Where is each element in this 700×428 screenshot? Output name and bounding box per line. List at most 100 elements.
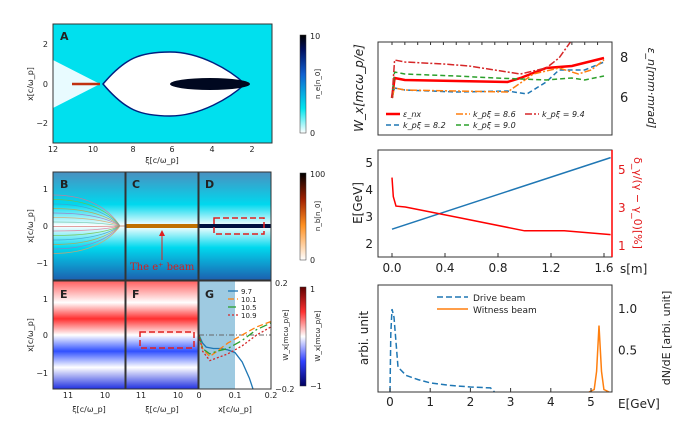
y-tick-right: 0.5: [618, 344, 637, 358]
legend-label: 10.5: [241, 304, 257, 312]
panel-b-label: B: [60, 178, 68, 191]
x-tick: 0: [196, 391, 201, 400]
spectrum-lines: [389, 308, 610, 393]
legend-label: Drive beam: [473, 294, 525, 304]
colorbar-b: [299, 172, 307, 261]
y-tick: −0.2: [275, 385, 294, 394]
y-tick: 0: [43, 331, 48, 340]
spectrum-legend: Drive beam Witness beam: [437, 294, 537, 316]
panel-f-heatmap: [126, 281, 198, 389]
x-tick: 0.0: [382, 261, 401, 275]
emittance-legend: ε_nx k_pξ = 8.2 k_pξ = 8.6 k_pξ = 9.0 k_pξ =…: [386, 42, 599, 130]
annotation-text: The e⁺ beam: [130, 262, 195, 273]
x-tick: 4: [209, 145, 214, 154]
legend-label: 10.9: [241, 312, 257, 320]
series-line-k-p-9-0: [391, 71, 605, 99]
x-tick: 1: [426, 395, 434, 409]
panel-f-frame: [125, 280, 199, 390]
colorbar-tick: 100: [310, 170, 325, 179]
energy-lines: [391, 156, 611, 236]
trajectory-line: [52, 225, 198, 254]
y-tick-right: 5: [618, 163, 626, 177]
series-line--nx: [390, 56, 605, 99]
panel-b-frame: [52, 171, 126, 281]
y-tick: 0: [43, 80, 48, 89]
panel-g-legend: 9.710.110.510.9: [228, 288, 257, 320]
x-tick: 10: [100, 391, 110, 400]
colorbar-a: [299, 34, 307, 134]
x-tick: 0.8: [488, 261, 507, 275]
panel-emittance: ε_nx k_pξ = 8.2 k_pξ = 8.6 k_pξ = 9.0 k_pξ =…: [352, 41, 658, 136]
legend-label: 10.1: [241, 296, 257, 304]
x-tick: 4: [547, 395, 555, 409]
panel-a: A 12 10 8 6 4 2 ξ[c/ω_p] 2 0 −2 x[c/ω_p]…: [26, 23, 322, 165]
x-tick: 0.2: [265, 391, 278, 400]
panel-g-label: G: [205, 288, 214, 301]
panel-d-highlight-box: [213, 217, 265, 235]
panel-c-frame: [125, 171, 199, 281]
colorbar-tick: 0: [310, 256, 315, 265]
y-tick: −2: [36, 119, 48, 128]
series-line-Witness-beam: [588, 325, 610, 393]
y-tick-left: 2: [365, 237, 373, 251]
panel-a-label: A: [60, 30, 69, 43]
y-axis-label-right: W_x[mcω_p/e]: [282, 309, 290, 360]
y-axis-label: x[c/ω_p]: [26, 318, 35, 352]
annotation-arrowhead: [159, 230, 165, 236]
legend-label: k_pξ = 8.6: [473, 110, 516, 119]
colorbar-tick: 1: [310, 285, 315, 294]
y-tick: −1: [36, 369, 48, 378]
legend-label: 9.7: [241, 288, 252, 296]
series-line--: [391, 177, 611, 236]
colorbar-label: n_e[n_0]: [314, 69, 322, 99]
y-axis-label-right: ε_n[mm·mrad]: [645, 48, 658, 129]
y-axis-label: x[c/ω_p]: [26, 67, 35, 101]
panel-e-heatmap: [53, 281, 125, 389]
x-tick: 6: [169, 145, 174, 154]
colorbar-label: W_x[mcω_p/e]: [314, 310, 322, 361]
series-line-Drive-beam: [389, 308, 496, 393]
colorbar-tick: −1: [310, 382, 322, 391]
x-tick: 2: [467, 395, 475, 409]
x-tick: 8: [130, 145, 135, 154]
panels-efg: 9.710.110.510.9 E F G 1 0 −1 x[c/ω_p] 11…: [26, 279, 322, 414]
y-axis-label-right: dN/dE [arbi. unit]: [660, 291, 673, 386]
y-tick: 0.2: [275, 279, 288, 288]
x-tick: 1.6: [594, 261, 613, 275]
y-axis-label-left: arbi. unit: [357, 311, 371, 365]
panel-energy: 0.0 0.4 0.8 1.2 1.6 2 3 4 5 1 3 5 E[GeV] δ_γ/(γ − γ…: [351, 149, 647, 276]
energy-frame: [377, 149, 613, 258]
x-axis-label: E[GeV]: [618, 397, 660, 411]
colorbar-w: [299, 286, 307, 387]
y-axis-label-left: W_x[mcω_p/e]: [352, 44, 366, 132]
panel-c-label: C: [132, 178, 140, 191]
x-tick: 5: [587, 395, 595, 409]
panel-a-drive-beam: [170, 78, 250, 90]
x-tick: 12: [48, 145, 58, 154]
x-tick: 2: [249, 145, 254, 154]
y-tick: 1: [43, 295, 48, 304]
panel-f-label: F: [132, 288, 140, 301]
emittance-lines: [390, 42, 605, 99]
y-tick: 1: [43, 185, 48, 194]
x-axis-label: ξ[c/ω_p]: [72, 405, 106, 414]
y-axis-label-left: E[GeV]: [351, 182, 365, 224]
x-axis-label: ξ[c/ω_p]: [145, 405, 179, 414]
y-tick-right: 8: [620, 51, 628, 66]
series-line-k-p-8-2: [391, 61, 605, 99]
legend-label: Witness beam: [473, 306, 537, 316]
y-tick-left: 3: [365, 210, 373, 224]
energy-ticks: 0.0 0.4 0.8 1.2 1.6 2 3 4 5 1 3 5: [365, 156, 625, 275]
y-tick-right: 1.0: [618, 302, 637, 316]
series-line-10-1: [199, 320, 271, 358]
spectrum-ticks: 0 1 2 3 4 5 1.0 0.5: [386, 302, 637, 409]
panel-g-lines: [199, 320, 271, 389]
x-tick: 3: [507, 395, 515, 409]
legend-label: k_pξ = 9.0: [473, 121, 516, 130]
x-tick: 0: [386, 395, 394, 409]
legend-label: k_pξ = 9.4: [542, 110, 585, 119]
panel-a-frame: [52, 23, 273, 144]
y-tick: 2: [43, 40, 48, 49]
panels-bcd: The e⁺ beam B C D 1 0 −1 x[c/ω_p] 100 0 …: [26, 170, 325, 281]
